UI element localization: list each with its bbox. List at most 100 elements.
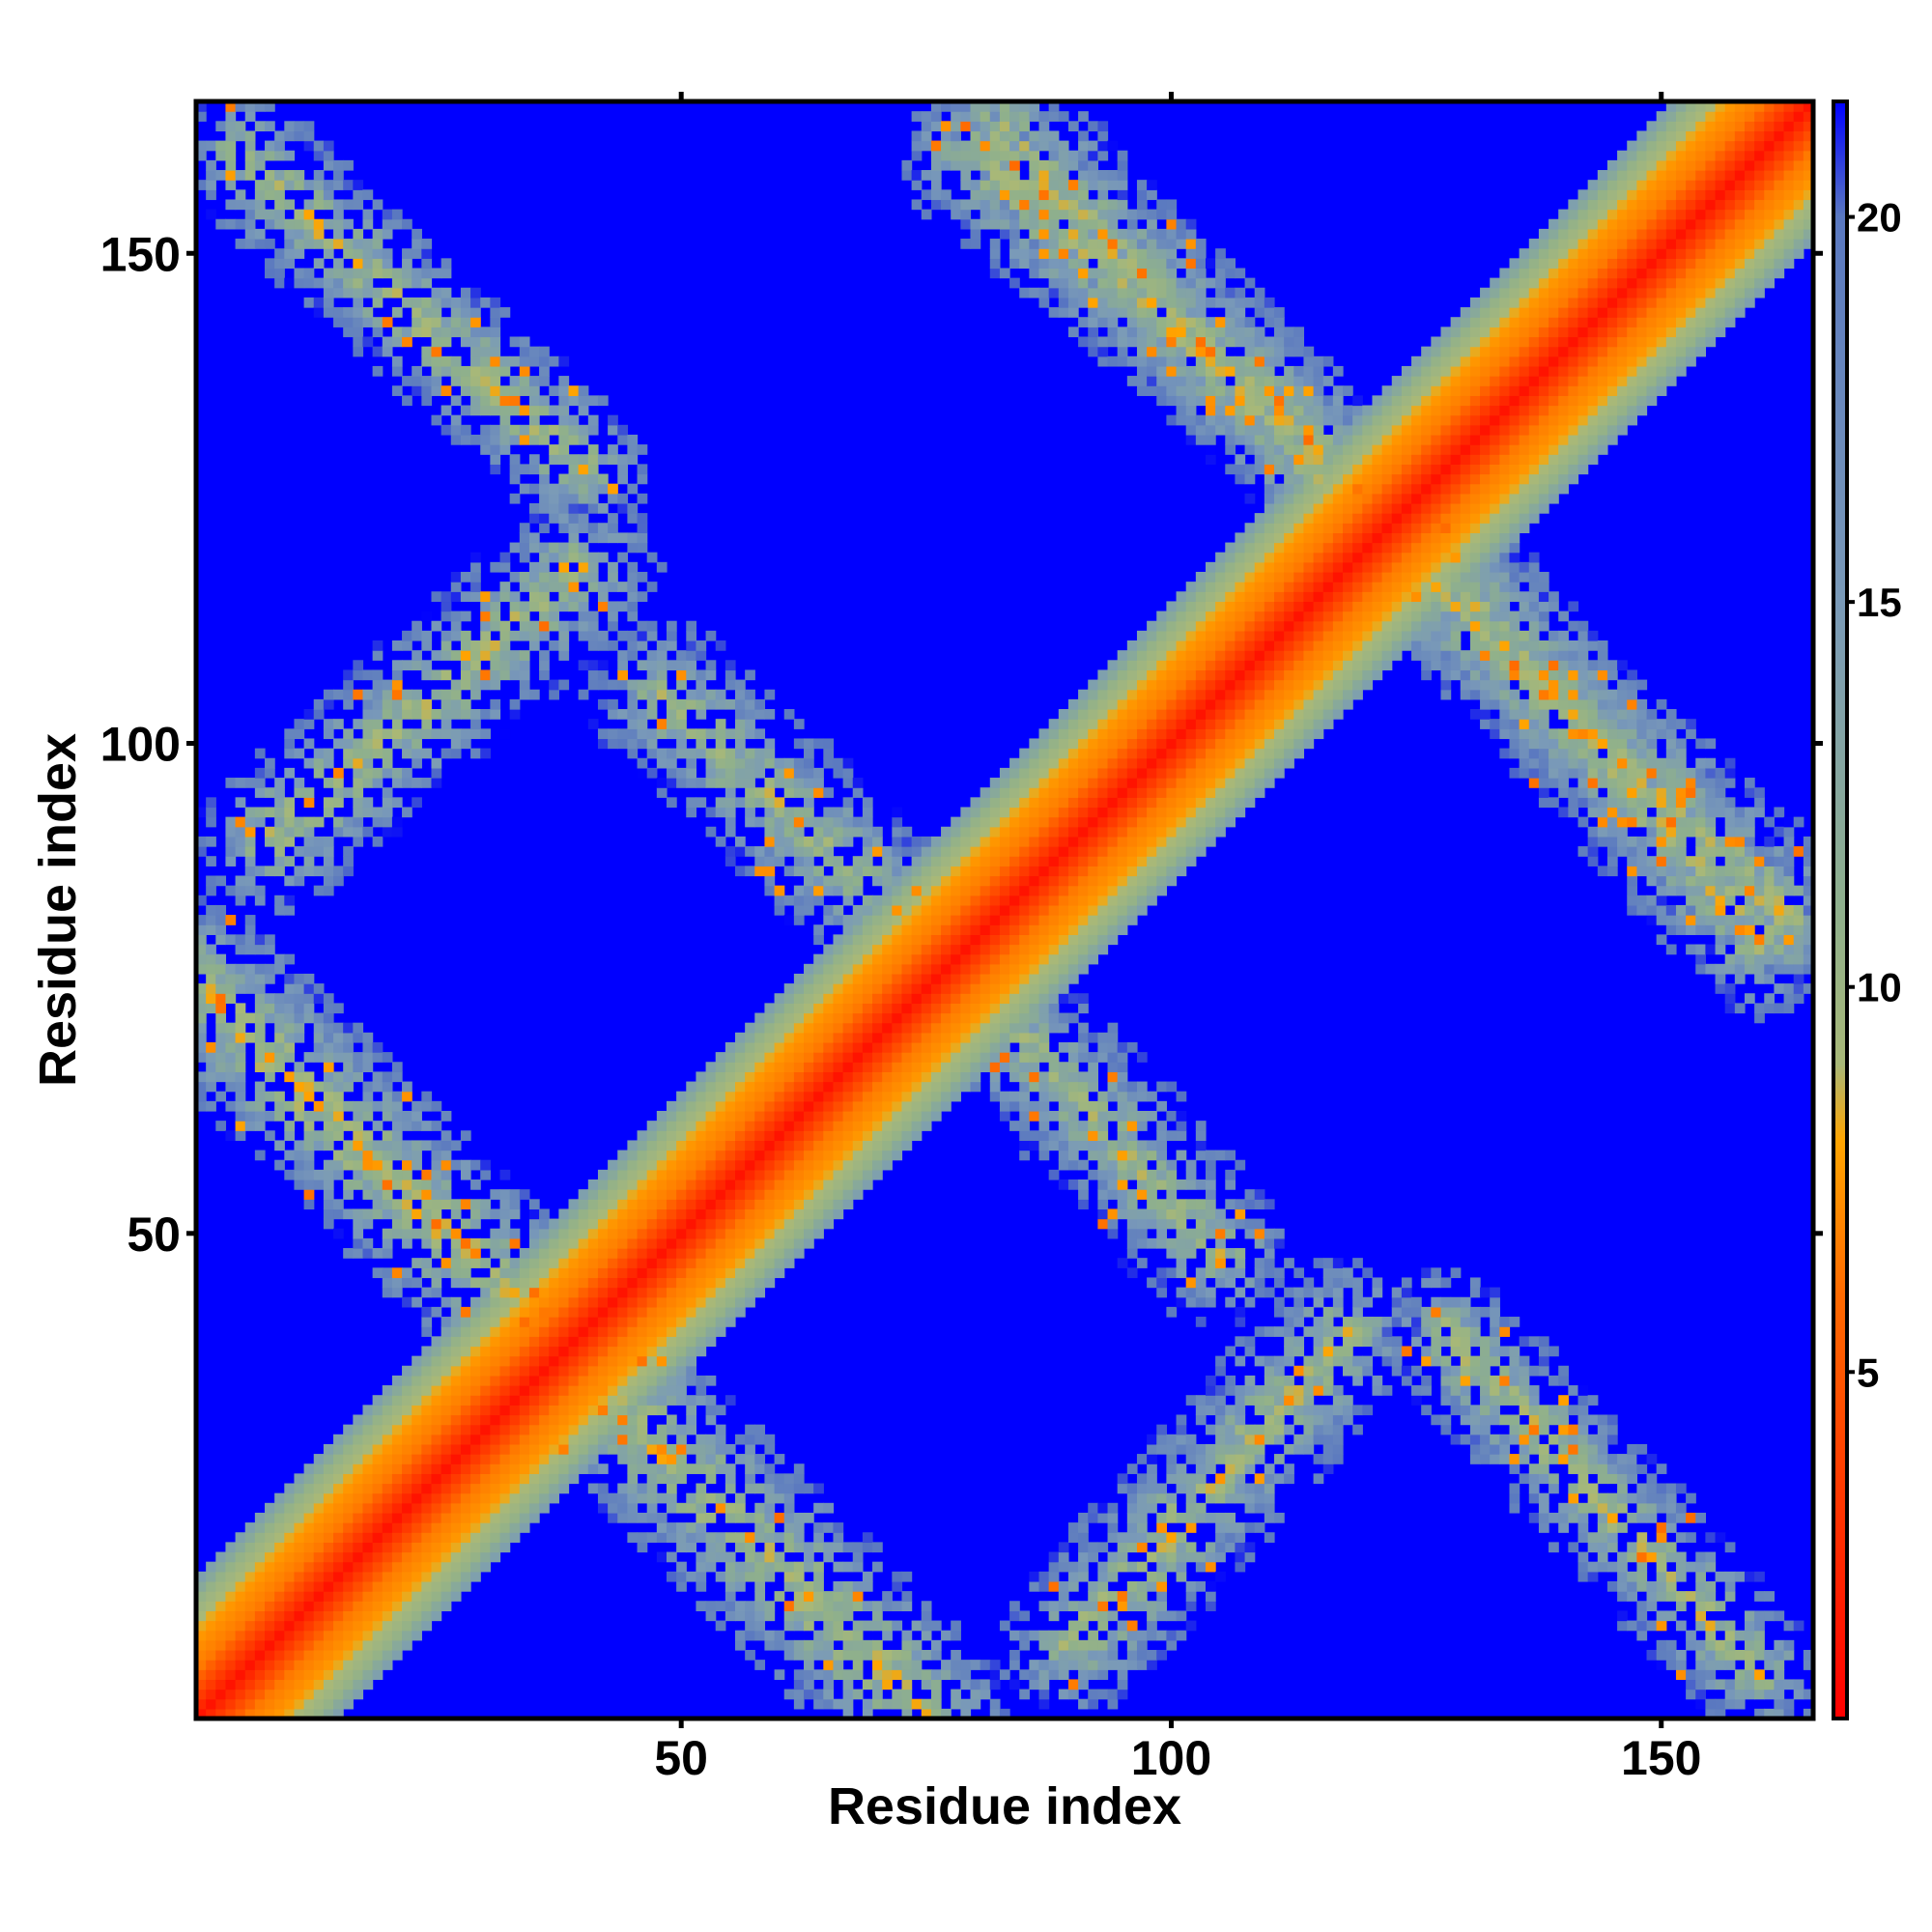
- heatmap-cell: [480, 1405, 491, 1416]
- heatmap-cell: [627, 1326, 639, 1337]
- heatmap-cell: [244, 111, 256, 122]
- heatmap-cell: [294, 1473, 305, 1485]
- heatmap-cell: [391, 679, 403, 691]
- heatmap-cell: [254, 1610, 266, 1622]
- heatmap-cell: [1009, 983, 1020, 994]
- heatmap-cell: [480, 365, 491, 377]
- heatmap-cell: [882, 1630, 893, 1641]
- heatmap-cell: [215, 121, 227, 132]
- heatmap-cell: [970, 983, 981, 994]
- heatmap-cell: [549, 1346, 559, 1357]
- heatmap-cell: [235, 1003, 246, 1014]
- heatmap-cell: [558, 1267, 570, 1279]
- heatmap-cell: [558, 620, 570, 632]
- heatmap-cell: [597, 1317, 609, 1327]
- heatmap-cell: [470, 1375, 481, 1386]
- heatmap-cell: [842, 944, 854, 955]
- heatmap-cell: [715, 1052, 726, 1063]
- heatmap-cell: [666, 1237, 677, 1249]
- heatmap-cell: [402, 1414, 412, 1426]
- heatmap-cell: [951, 924, 961, 935]
- heatmap-cell: [715, 1258, 726, 1268]
- heatmap-cell: [412, 1228, 422, 1239]
- heatmap-cell: [509, 1414, 521, 1426]
- heatmap-cell: [823, 1660, 835, 1670]
- heatmap-cell: [519, 376, 530, 386]
- heatmap-cell: [833, 1169, 844, 1180]
- heatmap-cell: [676, 1248, 687, 1259]
- heatmap-cell: [608, 1443, 618, 1455]
- heatmap-cell: [754, 1561, 766, 1573]
- heatmap-cell: [499, 630, 511, 641]
- heatmap-cell: [941, 993, 952, 1004]
- heatmap-cell: [833, 1580, 844, 1592]
- heatmap-cell: [412, 1424, 422, 1435]
- heatmap-cell: [274, 1601, 285, 1611]
- heatmap-cell: [764, 1052, 776, 1063]
- heatmap-cell: [646, 1208, 658, 1220]
- heatmap-cell: [842, 836, 854, 847]
- heatmap-cell: [470, 307, 481, 318]
- heatmap-cell: [774, 1189, 785, 1200]
- heatmap-cell: [421, 1091, 433, 1102]
- heatmap-cell: [421, 1237, 433, 1249]
- heatmap-cell: [980, 856, 991, 867]
- heatmap-cell: [1009, 846, 1020, 857]
- heatmap-cell: [254, 1630, 266, 1641]
- heatmap-cell: [813, 1121, 824, 1131]
- heatmap-cell: [1029, 218, 1040, 230]
- heatmap-cell: [724, 1130, 736, 1142]
- heatmap-cell: [431, 346, 442, 357]
- heatmap-cell: [872, 1649, 883, 1661]
- heatmap-cell: [421, 660, 433, 671]
- heatmap-cell: [402, 1601, 412, 1611]
- heatmap-cell: [412, 1620, 422, 1632]
- heatmap-cell: [265, 757, 275, 769]
- heatmap-cell: [480, 1492, 491, 1504]
- heatmap-cell: [608, 1306, 618, 1318]
- heatmap-cell: [705, 826, 717, 838]
- heatmap-cell: [1009, 228, 1020, 240]
- heatmap-cell: [225, 836, 237, 847]
- heatmap-cell: [412, 709, 422, 720]
- heatmap-cell: [696, 1385, 707, 1396]
- heatmap-cell: [1019, 816, 1030, 828]
- heatmap-cell: [617, 1492, 628, 1504]
- heatmap-cell: [196, 140, 207, 152]
- heatmap-cell: [823, 1591, 835, 1602]
- heatmap-cell: [402, 1522, 412, 1533]
- heatmap-cell: [274, 1522, 285, 1533]
- heatmap-cell: [206, 1071, 216, 1083]
- heatmap-cell: [735, 1492, 746, 1504]
- heatmap-cell: [627, 1355, 639, 1367]
- heatmap-cell: [372, 807, 384, 818]
- heatmap-cell: [637, 738, 648, 750]
- heatmap-cell: [578, 395, 589, 407]
- heatmap-cell: [980, 170, 991, 181]
- heatmap-cell: [754, 1237, 766, 1249]
- heatmap-cell: [313, 1502, 325, 1514]
- heatmap-cell: [774, 856, 785, 867]
- heatmap-cell: [754, 748, 766, 759]
- heatmap-cell: [813, 1022, 824, 1034]
- heatmap-cell: [911, 1130, 923, 1142]
- heatmap-cell: [783, 1150, 795, 1161]
- heatmap-cell: [353, 748, 364, 759]
- heatmap-cell: [353, 1424, 364, 1435]
- heatmap-cell: [872, 1679, 883, 1690]
- heatmap-cell: [313, 993, 325, 1004]
- heatmap-cell: [343, 728, 354, 740]
- heatmap-cell: [450, 1434, 462, 1445]
- heatmap-cell: [254, 1052, 266, 1063]
- heatmap-cell: [460, 1463, 471, 1474]
- heatmap-cell: [597, 1287, 609, 1298]
- heatmap-cell: [558, 1365, 570, 1377]
- heatmap-cell: [930, 866, 942, 877]
- heatmap-cell: [930, 856, 942, 867]
- heatmap-cell: [813, 1522, 824, 1533]
- heatmap-cell: [705, 1463, 717, 1474]
- heatmap-cell: [323, 1502, 334, 1514]
- heatmap-cell: [696, 669, 707, 681]
- heatmap-cell: [578, 630, 589, 641]
- heatmap-cell: [724, 797, 736, 809]
